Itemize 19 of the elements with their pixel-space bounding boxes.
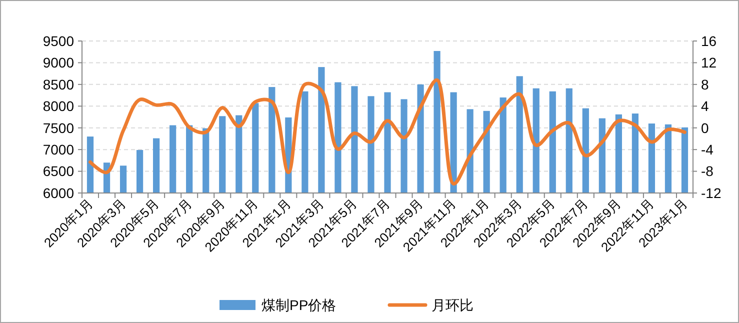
legend-label: 月环比	[432, 296, 474, 313]
y2-tick-label: -12	[701, 184, 722, 201]
y-tick-label: 6500	[42, 163, 74, 180]
y-tick-label: 7500	[42, 120, 74, 136]
y-tick-label: 9000	[42, 54, 74, 71]
line-series	[88, 78, 686, 186]
y2-tick-label: 0	[701, 120, 709, 136]
y2-tick-label: -4	[701, 141, 714, 158]
y-tick-label: 8000	[42, 98, 74, 114]
y-tick-label: 7000	[42, 141, 74, 158]
y2-tick-label: 4	[701, 98, 709, 114]
legend-label: 煤制PP价格	[262, 296, 336, 313]
y-tick-label: 6000	[42, 184, 74, 201]
y-tick-label: 8500	[42, 76, 74, 92]
y-tick-label: 9500	[42, 32, 74, 49]
y2-tick-label: 16	[701, 32, 717, 49]
y2-tick-label: 8	[701, 76, 709, 92]
y2-tick-label: 12	[701, 54, 717, 71]
y2-tick-label: -8	[701, 163, 714, 180]
